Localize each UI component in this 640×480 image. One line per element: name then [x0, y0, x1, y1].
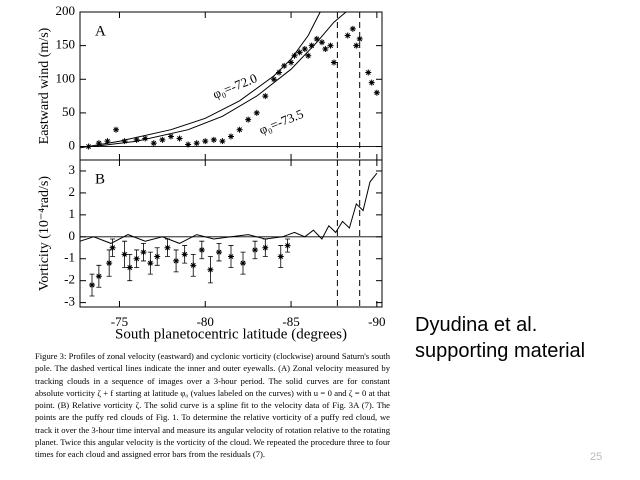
data-point: [313, 35, 320, 42]
y-tick-label: 0: [69, 228, 76, 243]
x-tick-label: -90: [368, 314, 385, 329]
plot-frame: [79, 159, 383, 308]
data-point: [154, 253, 161, 260]
data-point: [228, 133, 234, 140]
y-tick-label: -1: [64, 250, 75, 265]
data-point: [126, 264, 133, 271]
data-point: [219, 138, 226, 145]
x-tick-label: -75: [111, 314, 128, 329]
data-point: [164, 244, 171, 251]
data-point: [291, 52, 298, 59]
y-tick-label: 150: [56, 37, 76, 52]
data-point: [89, 282, 96, 289]
x-axis-label: South planetocentric latitude (degrees): [115, 326, 347, 342]
data-point: [270, 76, 277, 83]
y-tick-label: 200: [56, 3, 76, 18]
data-point: [142, 135, 149, 142]
data-point: [330, 59, 337, 66]
data-point: [215, 249, 222, 256]
data-point: [253, 109, 260, 116]
data-point: [121, 138, 128, 145]
model-curve: [79, 172, 378, 244]
data-point: [284, 242, 291, 249]
data-point: [344, 32, 351, 39]
data-point: [109, 244, 116, 251]
panel-label: A: [95, 23, 106, 39]
data-point: [159, 136, 166, 143]
data-point: [277, 253, 284, 260]
data-point: [322, 46, 329, 52]
panel-label: B: [95, 171, 105, 187]
data-point: [288, 59, 295, 66]
data-point: [202, 138, 209, 145]
data-point: [113, 126, 120, 133]
data-point: [95, 140, 102, 147]
curve-label: φ₀=-73.5: [257, 106, 306, 137]
y-tick-label: 1: [69, 206, 76, 221]
data-point: [296, 49, 303, 56]
y-axis-label: Eastward wind (m/s): [37, 27, 52, 144]
data-point: [167, 133, 174, 140]
data-point: [104, 138, 111, 145]
x-tick-label: -80: [197, 314, 214, 329]
figure: 0 50 100 150 200 Eastward wind (m/s) Aφ₀=-72.0…: [37, 3, 385, 342]
y-tick-label: -3: [64, 294, 75, 309]
data-point: [240, 260, 247, 267]
data-point: [193, 140, 200, 147]
y-axis-label: Vorticity (10⁻⁴rad/s): [37, 176, 52, 291]
data-point: [305, 52, 312, 59]
data-point: [228, 253, 234, 260]
data-point: [349, 25, 356, 32]
model-curve: [93, 11, 347, 147]
data-point: [198, 246, 205, 253]
data-point: [368, 79, 375, 86]
data-point: [262, 93, 269, 100]
data-point: [147, 260, 154, 267]
data-point: [133, 255, 140, 262]
data-point: [308, 42, 315, 49]
citation: Dyudina et al. supporting material: [415, 312, 585, 364]
citation-line: supporting material: [415, 340, 586, 362]
y-tick-label: 50: [62, 104, 75, 119]
data-point: [210, 136, 217, 143]
data-point: [356, 35, 363, 42]
data-point: [281, 62, 288, 69]
data-point: [185, 141, 192, 148]
data-point: [353, 42, 360, 49]
data-point: [85, 143, 92, 150]
data-point: [106, 260, 113, 267]
data-point: [150, 140, 157, 147]
citation-line: Dyudina et al.: [415, 314, 538, 336]
y-tick-label: 100: [56, 70, 76, 85]
data-point: [327, 42, 334, 49]
data-point: [245, 116, 252, 123]
curve-label: φ₀=-72.0: [210, 70, 259, 101]
data-point: [173, 257, 180, 264]
data-point: [207, 266, 214, 273]
y-tick-label: -2: [64, 272, 75, 287]
data-point: [373, 89, 380, 96]
data-point: [133, 136, 140, 143]
data-point: [95, 273, 102, 280]
data-point: [190, 262, 197, 269]
x-tick-label: -85: [282, 314, 299, 329]
data-point: [140, 249, 147, 256]
y-tick-label: 3: [69, 162, 76, 177]
data-point: [121, 251, 128, 258]
data-point: [276, 69, 283, 76]
data-point: [252, 246, 259, 253]
figure-caption: Figure 3: Profiles of zonal velocity (ea…: [35, 351, 390, 460]
data-point: [318, 39, 325, 46]
y-tick-label: 2: [69, 184, 76, 199]
data-point: [262, 244, 269, 251]
data-point: [365, 69, 372, 76]
data-point: [236, 126, 243, 133]
data-point: [181, 251, 188, 258]
page-number: 25: [590, 451, 603, 463]
data-point: [301, 46, 308, 52]
y-tick-label: 0: [69, 138, 76, 153]
data-point: [176, 135, 183, 142]
